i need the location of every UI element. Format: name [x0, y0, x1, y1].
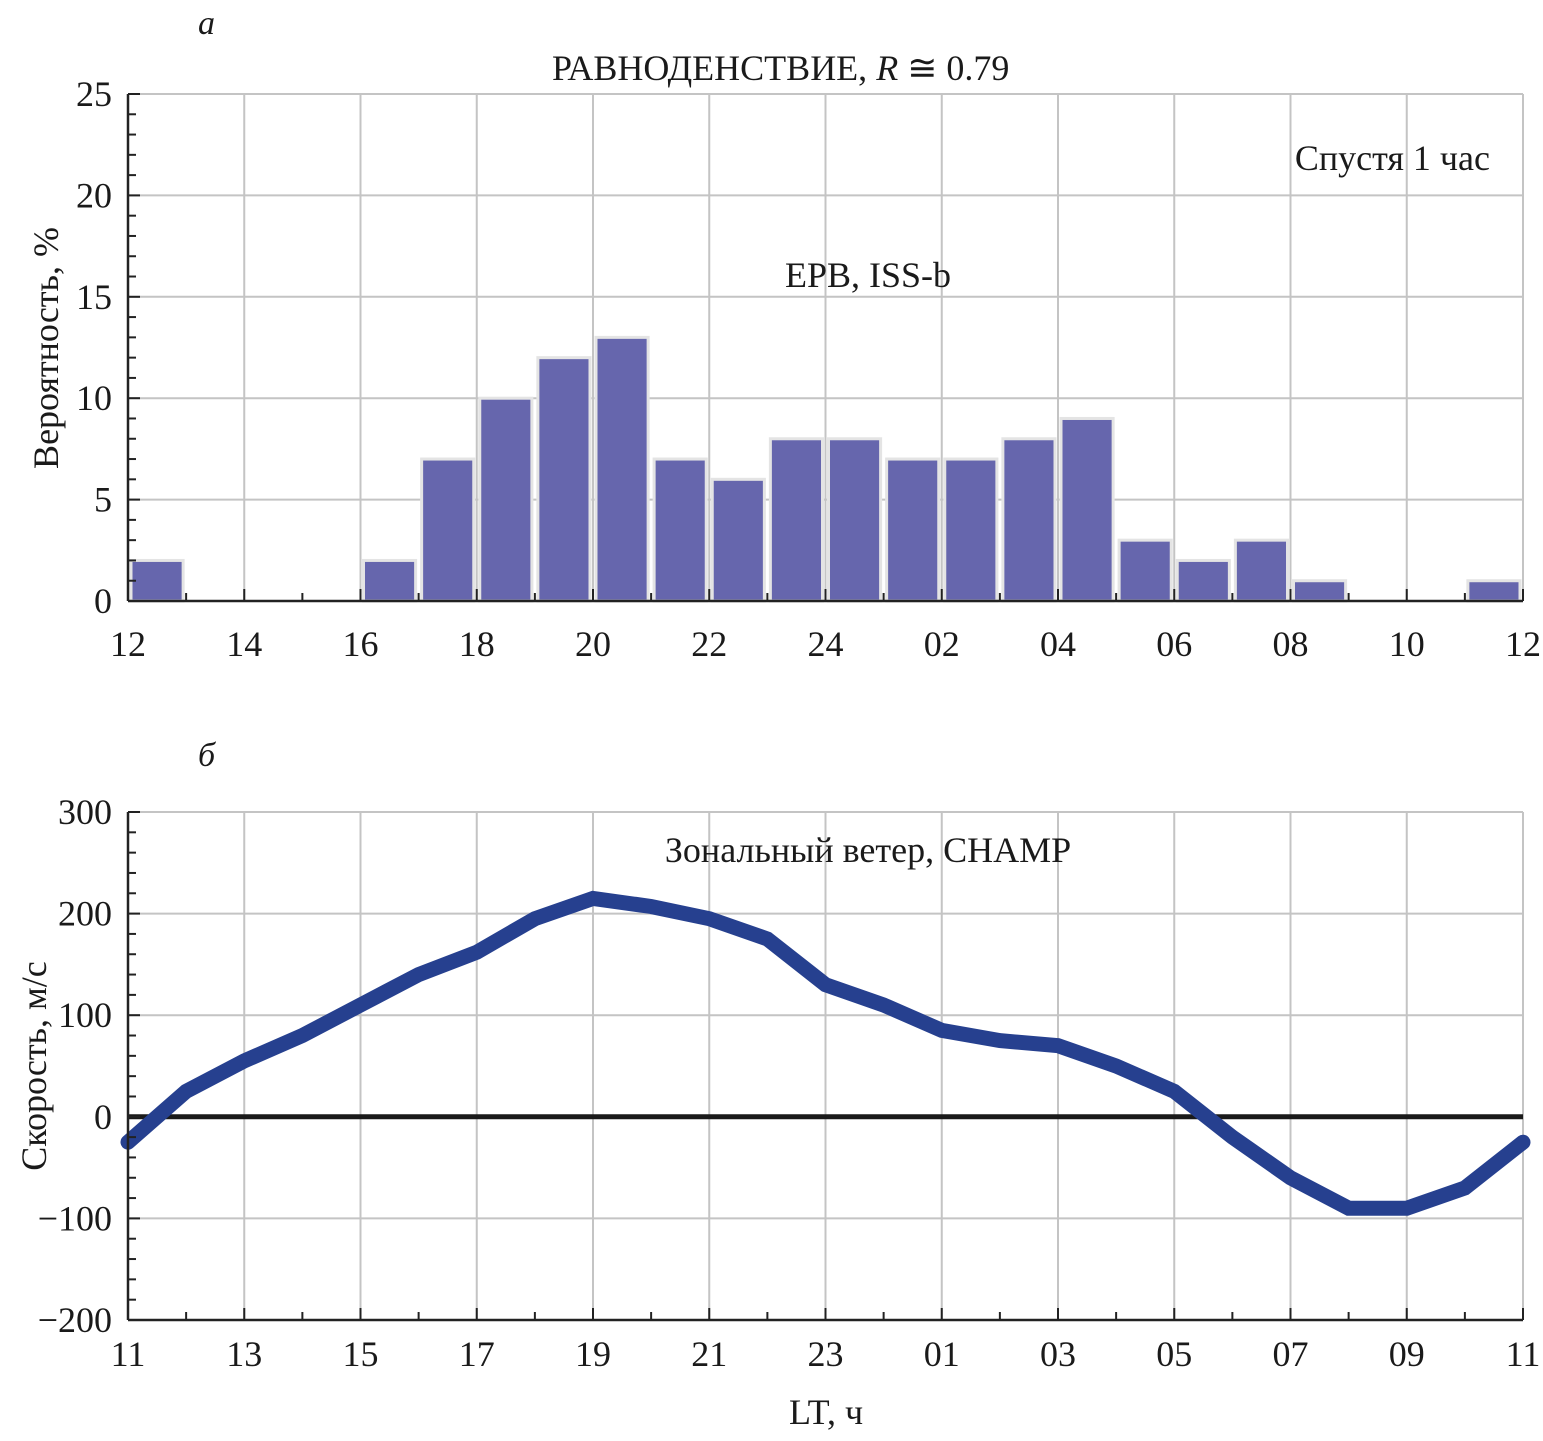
bar-02-03	[945, 459, 997, 601]
wind-line-panel: −200 −100 0 100 200 300 11 13 15 17 19 21 23 01 03 05 07…	[38, 792, 1541, 1374]
x-tick-label: 20	[575, 624, 611, 664]
y-axis-label-top: Вероятность, %	[26, 227, 66, 469]
panel-label-a: а	[198, 5, 215, 42]
y-tick-label: 25	[76, 74, 112, 114]
bar-16-17	[364, 560, 416, 601]
x-tick-label: 11	[1506, 1334, 1541, 1374]
bar-12-13	[131, 560, 183, 601]
bar-23-24	[770, 439, 822, 601]
x-tick-label: 17	[459, 1334, 495, 1374]
x-tick-label: 14	[226, 624, 262, 664]
x-tick-label: 23	[808, 1334, 844, 1374]
y-tick-label: 200	[58, 894, 112, 934]
chart-title: РАВНОДЕНСТВИЕ, R ≅ 0.79	[552, 48, 1009, 88]
annotation-time-shift: Спустя 1 час	[1295, 138, 1490, 178]
bar-19-20	[538, 358, 590, 601]
x-tick-label: 21	[691, 1334, 727, 1374]
y-tick-label: 10	[76, 378, 112, 418]
bar-21-22	[654, 459, 706, 601]
x-tick-label: 09	[1389, 1334, 1425, 1374]
bar-03-04	[1003, 439, 1055, 601]
x-tick-label: 18	[459, 624, 495, 664]
bar-07-08	[1235, 540, 1287, 601]
x-tick-label: 06	[1156, 624, 1192, 664]
y-tick-label: 0	[94, 581, 112, 621]
x-tick-label: 24	[808, 624, 844, 664]
panel-label-b: б	[198, 737, 217, 774]
x-tick-label: 07	[1273, 1334, 1309, 1374]
bar-01-02	[887, 459, 939, 601]
y-tick-label: −100	[38, 1198, 112, 1238]
x-tick-label: 16	[343, 624, 379, 664]
bar-17-18	[422, 459, 474, 601]
bar-04-05	[1061, 418, 1113, 601]
x-tick-label: 13	[226, 1334, 262, 1374]
bar-18-19	[480, 398, 532, 601]
title-variable: R	[875, 48, 898, 88]
x-tick-label: 12	[110, 624, 146, 664]
x-tick-label: 01	[924, 1334, 960, 1374]
y-tick-label: 5	[94, 480, 112, 520]
x-tick-label: 12	[1505, 624, 1541, 664]
x-tick-label: 15	[343, 1334, 379, 1374]
bar-11-12	[1468, 581, 1520, 601]
y-tick-label: 15	[76, 277, 112, 317]
y-tick-label: −200	[38, 1300, 112, 1340]
y-axis-label-bottom: Скорость, м/с	[14, 961, 54, 1170]
x-tick-label: 10	[1389, 624, 1425, 664]
x-tick-label: 22	[691, 624, 727, 664]
x-tick-label: 05	[1156, 1334, 1192, 1374]
x-tick-label: 04	[1040, 624, 1076, 664]
bar-22-23	[712, 479, 764, 601]
x-tick-label: 02	[924, 624, 960, 664]
bar-06-07	[1177, 560, 1229, 601]
x-tick-label: 11	[111, 1334, 146, 1374]
y-tick-label: 300	[58, 792, 112, 832]
annotation-epb: EPB, ISS-b	[785, 255, 951, 295]
x-tick-label: 03	[1040, 1334, 1076, 1374]
title-prefix: РАВНОДЕНСТВИЕ,	[552, 48, 876, 88]
annotation-zonal-wind: Зональный ветер, CHAMP	[665, 830, 1071, 870]
bar-20-21	[596, 337, 648, 601]
bar-05-06	[1119, 540, 1171, 601]
x-axis-label-bottom: LT, ч	[789, 1392, 863, 1432]
bar-24-01	[829, 439, 881, 601]
y-tick-label: 0	[94, 1097, 112, 1137]
x-tick-label: 19	[575, 1334, 611, 1374]
y-tick-label: 100	[58, 995, 112, 1035]
bar-08-09	[1294, 581, 1346, 601]
x-tick-label: 08	[1273, 624, 1309, 664]
title-suffix: ≅ 0.79	[898, 48, 1009, 88]
y-tick-label: 20	[76, 175, 112, 215]
